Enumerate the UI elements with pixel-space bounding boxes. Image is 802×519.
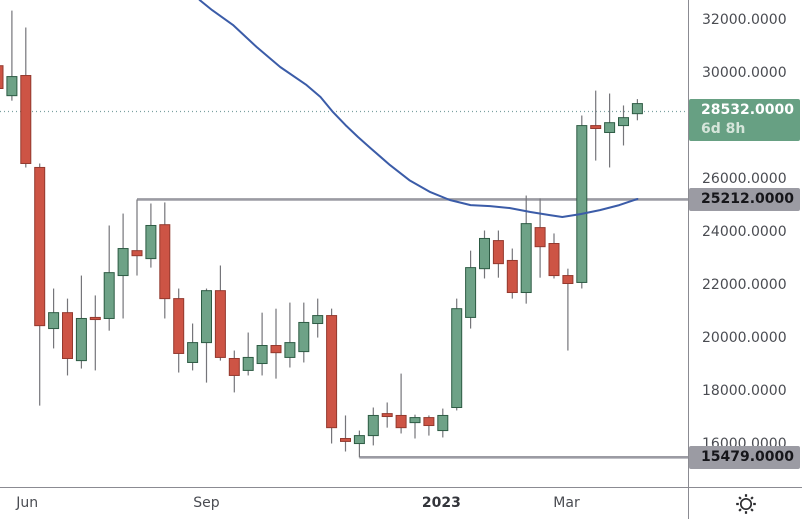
current-price-value: 28532.0000	[701, 102, 794, 119]
axis-vertical-border	[688, 0, 689, 519]
time-tick-label: Jun	[16, 495, 39, 511]
time-tick-label: 2023	[421, 495, 461, 511]
price-tick-label: 24000.0000	[702, 223, 787, 240]
axis-corner	[689, 488, 802, 519]
time-axis[interactable]: Jun Sep 2023 Mar	[0, 488, 688, 519]
price-tick-label: 26000.0000	[702, 170, 787, 187]
chart-pane[interactable]	[0, 0, 688, 487]
price-tick-label: 20000.0000	[702, 329, 787, 346]
level-price-badge-lower: 15479.0000	[689, 446, 800, 470]
price-tick-label: 22000.0000	[702, 276, 787, 293]
price-tick-label: 32000.0000	[702, 11, 787, 28]
time-tick-label: Sep	[193, 495, 220, 511]
current-price-badge: 28532.0000 6d 8h	[689, 99, 800, 142]
price-axis[interactable]: 32000.0000 30000.0000 26000.0000 24000.0000…	[689, 0, 802, 487]
level-price-badge-upper: 25212.0000	[689, 188, 800, 212]
bar-countdown: 6d 8h	[701, 121, 746, 138]
price-tick-label: 18000.0000	[702, 382, 787, 399]
axis-horizontal-border	[0, 487, 802, 488]
price-tick-label: 30000.0000	[702, 64, 787, 81]
time-tick-label: Mar	[553, 495, 580, 511]
candlestick-chart	[0, 0, 688, 459]
sun-icon[interactable]	[734, 492, 758, 516]
